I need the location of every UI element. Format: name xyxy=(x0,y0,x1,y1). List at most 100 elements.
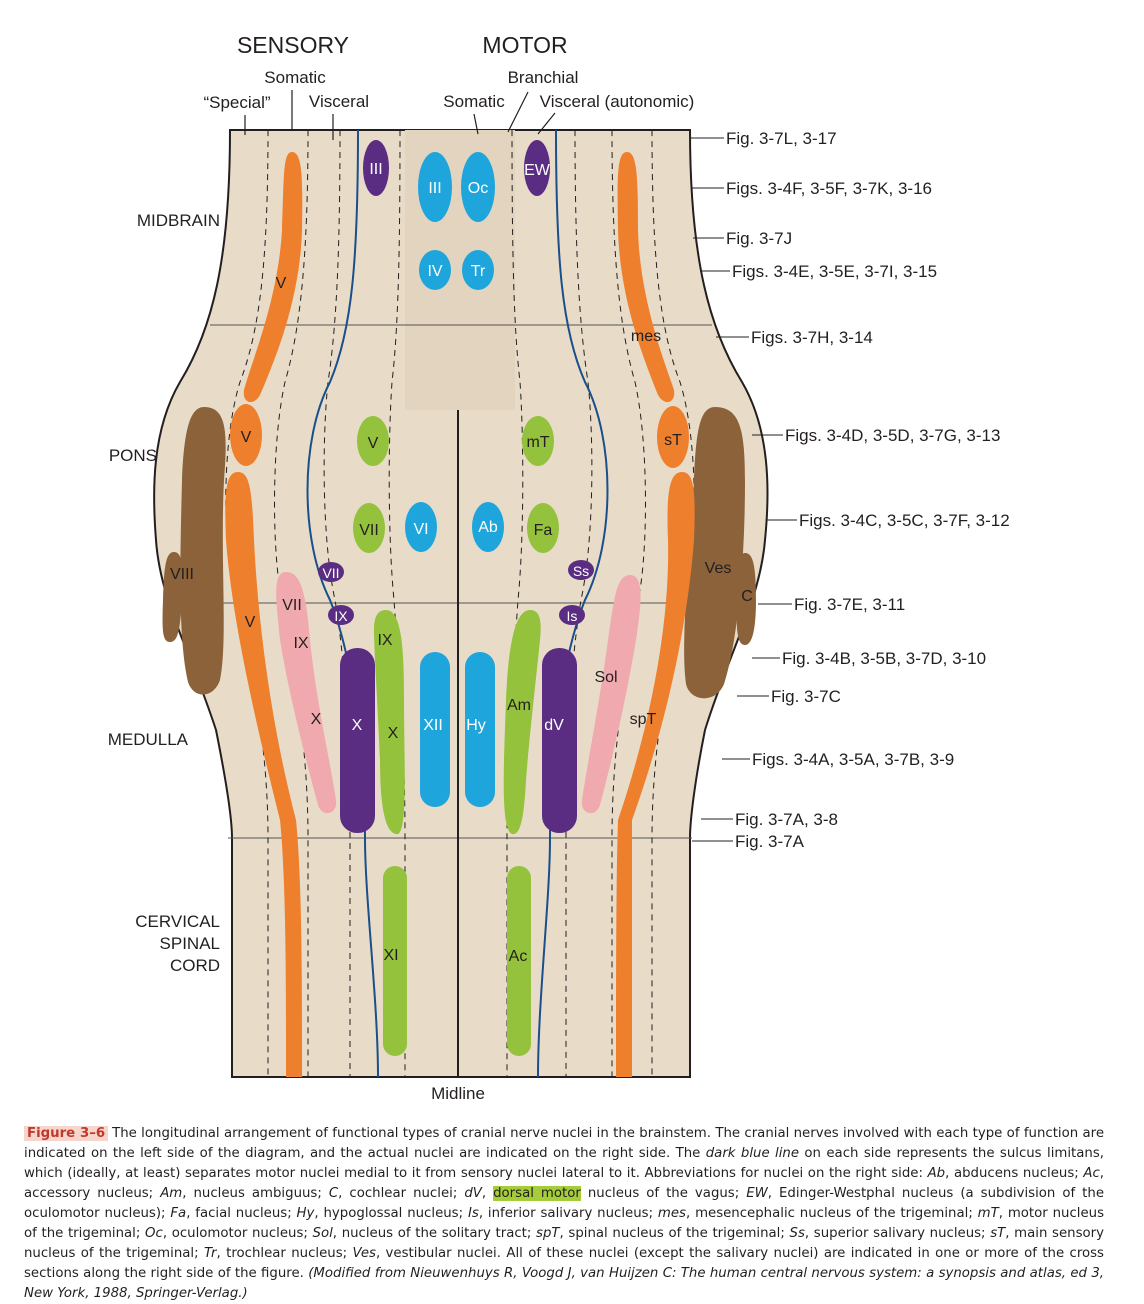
fig-ref-13: Fig. 3-7A xyxy=(735,832,805,851)
abbr-def: , inferior salivary nucleus; xyxy=(478,1206,658,1221)
nucleus-is xyxy=(559,605,585,625)
label-ew: EW xyxy=(524,162,551,179)
nucleus-sensory-vii-ix-x-left xyxy=(276,572,337,814)
label-c: C xyxy=(741,588,753,605)
abbr-def: , facial nucleus; xyxy=(186,1206,297,1221)
abbr-term: EW xyxy=(746,1186,768,1201)
caption-text-1: The longitudinal arrangement of function… xyxy=(24,1126,1105,1161)
label-st: sT xyxy=(664,432,682,449)
nucleus-hy xyxy=(465,652,495,807)
col-visceral-motor: Visceral (autonomic) xyxy=(540,92,695,111)
abbr-term: C xyxy=(328,1186,339,1201)
midline-label: Midline xyxy=(431,1084,485,1103)
region-cervical-1: CERVICAL xyxy=(135,912,220,931)
label-xi: XI xyxy=(383,947,398,964)
abbr-def: , xyxy=(481,1186,494,1201)
nucleus-v-pons-left xyxy=(230,404,262,466)
col-visceral-sensory: Visceral xyxy=(309,92,369,111)
sulcus-limitans xyxy=(306,129,609,1078)
label-x-special: X xyxy=(311,711,322,728)
abbr-term: Tr xyxy=(203,1246,217,1261)
col-somatic-sensory: Somatic xyxy=(264,68,326,87)
abbr-term: Sol xyxy=(312,1226,333,1241)
abbr-term: mes xyxy=(657,1206,686,1221)
label-ss: Ss xyxy=(573,563,589,579)
label-fa: Fa xyxy=(534,522,553,539)
fig-ref-11: Figs. 3-4A, 3-5A, 3-7B, 3-9 xyxy=(752,750,954,769)
fig-ref-9: Fig. 3-4B, 3-5B, 3-7D, 3-10 xyxy=(782,649,986,668)
nucleus-x-visceral-left xyxy=(340,648,375,833)
label-xii: XII xyxy=(423,717,443,734)
figure-ref-lines xyxy=(690,137,797,842)
abbr-term: spT xyxy=(536,1226,560,1241)
label-x-branchial: X xyxy=(388,725,399,742)
label-vii-motor: VII xyxy=(359,522,379,539)
abbr-term: sT xyxy=(990,1226,1006,1241)
abbr-term: Fa xyxy=(170,1206,187,1221)
nucleus-v-motor-left xyxy=(357,416,389,466)
region-medulla: MEDULLA xyxy=(108,730,189,749)
fig-ref-6: Figs. 3-4D, 3-5D, 3-7G, 3-13 xyxy=(785,426,1000,445)
region-pons: PONS xyxy=(109,446,157,465)
abbr-term: mT xyxy=(977,1206,999,1221)
nucleus-iii-visceral-left xyxy=(363,140,389,196)
nucleus-st xyxy=(657,406,689,468)
label-dv: dV xyxy=(544,717,564,734)
abbr-def: , nucleus ambiguus; xyxy=(182,1186,329,1201)
label-mes: mes xyxy=(631,328,661,345)
nucleus-spt xyxy=(616,472,695,1077)
nucleus-xi-left xyxy=(383,866,407,1056)
header-sensory: SENSORY xyxy=(237,32,349,58)
brainstem-diagram: III III Oc EW IV Tr V mes V sT V mT VII … xyxy=(108,32,1010,1103)
abbr-def: , vestibular nuclei. xyxy=(375,1246,507,1261)
abbr-def: , spinal nucleus of the trigeminal; xyxy=(559,1226,790,1241)
region-cervical-3: CORD xyxy=(170,956,220,975)
label-vii-visceral: VII xyxy=(322,565,339,581)
label-sol: Sol xyxy=(594,669,617,686)
abbr-term: Am xyxy=(160,1186,183,1201)
header-leader-lines xyxy=(244,90,556,140)
abbr-term: Ves xyxy=(352,1246,376,1261)
nucleus-dv xyxy=(542,648,577,833)
label-is: Is xyxy=(567,608,578,624)
header-motor: MOTOR xyxy=(482,32,567,58)
nucleus-vi-left xyxy=(405,502,437,552)
abbr-def: , main sensory nucleus of the trigeminal… xyxy=(24,1226,1104,1261)
nucleus-fa xyxy=(527,503,559,553)
col-somatic-motor: Somatic xyxy=(443,92,505,111)
label-vi: VI xyxy=(413,521,428,538)
nucleus-tr xyxy=(462,250,494,290)
label-x-visceral: X xyxy=(352,717,363,734)
caption-text-3: nucleus of the vagus; xyxy=(580,1186,747,1201)
col-special: “Special” xyxy=(203,93,270,112)
abbr-def: , hypoglossal nucleus; xyxy=(314,1206,468,1221)
nucleus-ss xyxy=(568,560,594,580)
nucleus-vii-visceral-left xyxy=(318,562,344,582)
label-ves: Ves xyxy=(705,560,732,577)
abbr-def: , superior salivary nucleus; xyxy=(804,1226,991,1241)
label-tr: Tr xyxy=(471,263,486,280)
nucleus-v-lower-left xyxy=(225,472,302,1077)
abbr-def: , cochlear nuclei; xyxy=(338,1186,465,1201)
label-ac: Ac xyxy=(509,948,528,965)
label-iv: IV xyxy=(427,263,442,280)
caption-label: Figure 3–6 xyxy=(24,1126,109,1141)
abbr-def: , nucleus of the solitary tract; xyxy=(332,1226,537,1241)
caption-text-4: All of these nuclei (except the salivary… xyxy=(24,1246,1104,1281)
label-ab: Ab xyxy=(478,519,498,536)
label-ix-special: IX xyxy=(293,635,308,652)
label-viii: VIII xyxy=(170,566,194,583)
abbr-def: , oculomotor nucleus; xyxy=(162,1226,313,1241)
label-vii-special: VII xyxy=(282,597,302,614)
nucleus-viii-left xyxy=(180,407,226,695)
abbr-term: Hy xyxy=(296,1206,315,1221)
nucleus-mes xyxy=(617,152,675,403)
abbr-def: , Edinger-Westphal nucleus (a subdivisio… xyxy=(24,1186,1105,1221)
nucleus-oc xyxy=(461,152,495,222)
col-branchial: Branchial xyxy=(508,68,579,87)
fig-ref-1: Fig. 3-7L, 3-17 xyxy=(726,129,837,148)
region-cervical-2: SPINAL xyxy=(160,934,220,953)
figure-caption: Figure 3–6 The longitudinal arrangement o… xyxy=(24,1124,1104,1304)
abbr-def: , motor nucleus of the trigeminal; xyxy=(24,1206,1104,1241)
label-spt: spT xyxy=(630,711,657,728)
